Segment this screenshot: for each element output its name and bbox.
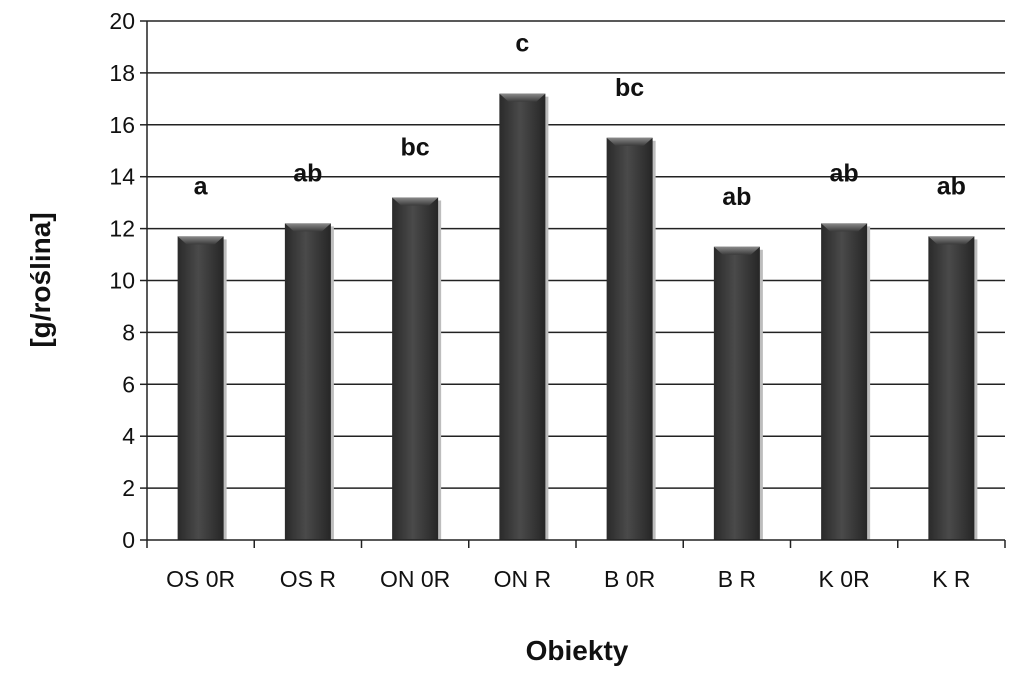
bar-cap (606, 137, 653, 146)
bar-cap (713, 246, 760, 255)
bar (284, 223, 334, 540)
bar-cap (392, 197, 439, 206)
significance-label: bc (401, 133, 430, 161)
bar (499, 93, 549, 540)
gridlines (147, 20, 1005, 489)
x-tick-label: OS R (280, 566, 336, 592)
bar-body (499, 93, 546, 540)
bar (713, 246, 763, 540)
bar-cap (821, 223, 868, 232)
significance-label: c (515, 30, 529, 58)
y-tick-label: 6 (122, 371, 135, 397)
significance-label: a (194, 172, 209, 200)
y-tick-label: 16 (109, 112, 135, 138)
bar-cap (284, 223, 331, 232)
bar (177, 236, 227, 540)
y-tick-label: 0 (122, 527, 135, 553)
bar-body (392, 197, 439, 540)
bar (821, 223, 871, 540)
bar-body (713, 246, 760, 540)
bar (928, 236, 978, 540)
x-tick-label: ON R (494, 566, 552, 592)
x-tick-label: OS 0R (166, 566, 235, 592)
significance-label: ab (293, 159, 322, 187)
bar-body (606, 137, 653, 540)
y-tick-label: 12 (109, 216, 135, 242)
bar (606, 137, 656, 540)
significance-label: ab (937, 172, 966, 200)
x-tick-label: ON 0R (380, 566, 450, 592)
x-tick-label: B 0R (604, 566, 655, 592)
significance-label: ab (722, 183, 751, 211)
tick-labels: 0 2 4 6 8 10 12 14 16 18 20 OS 0R OS R ON 0R ON R B 0R B… (109, 8, 970, 592)
bar-cap (499, 93, 546, 102)
bar-body (928, 236, 975, 540)
y-tick-label: 4 (122, 423, 135, 449)
bar-cap (928, 236, 975, 245)
x-axis-title: Obiekty (526, 635, 629, 666)
bars (177, 93, 978, 540)
y-tick-label: 14 (109, 164, 135, 190)
y-tick-label: 20 (109, 8, 135, 34)
significance-labels: a ab bc c bc ab ab ab (194, 30, 966, 211)
significance-label: bc (615, 74, 644, 102)
y-tick-label: 10 (109, 268, 135, 294)
y-tick-label: 2 (122, 475, 135, 501)
bar-body (821, 223, 868, 540)
bar-cap (177, 236, 224, 245)
x-tick-label: B R (718, 566, 756, 592)
y-tick-label: 8 (122, 319, 135, 345)
bar (392, 197, 442, 540)
axes (140, 20, 1006, 548)
bar-body (284, 223, 331, 540)
x-tick-label: K R (932, 566, 970, 592)
bar-body (177, 236, 224, 540)
y-tick-label: 18 (109, 60, 135, 86)
significance-label: ab (830, 159, 859, 187)
x-tick-label: K 0R (819, 566, 870, 592)
y-axis-title: [g/roślina] (25, 212, 56, 347)
